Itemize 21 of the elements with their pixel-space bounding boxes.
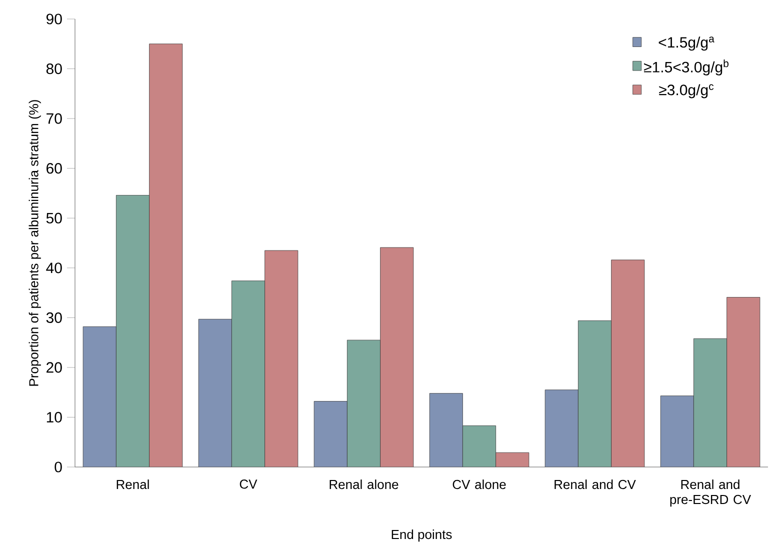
y-tick-label: 30	[46, 312, 62, 323]
y-tick-label: 40	[46, 262, 62, 274]
y-tick-label: 50	[46, 212, 62, 224]
y-tick-label: 90	[46, 14, 62, 24]
y-tick-label: 0	[54, 462, 62, 472]
x-tick-label: Renal	[116, 480, 149, 490]
x-axis-title: End points	[392, 530, 452, 542]
x-tick-label: Renal alone	[330, 480, 398, 490]
legend-label: ≥3.0g/g$^{c}$	[659, 84, 714, 98]
y-tick-label: 20	[46, 362, 62, 373]
legend-label: <1.5g/g$^{a}$	[658, 36, 714, 51]
x-tick-label: Renal and CV	[554, 480, 636, 490]
x-tick-label: Renal and pre-ESRD CV	[670, 480, 751, 507]
x-tick-label: CV alone	[452, 480, 506, 490]
y-tick-label: 70	[46, 113, 62, 124]
legend-label: ≥1.5<3.0g/g$^{b}$	[644, 59, 728, 76]
y-tick-label: 80	[46, 63, 62, 74]
y-axis-title: Proportion of patients per albuminuria stratum (%)	[28, 100, 41, 386]
y-tick-label: 10	[46, 412, 62, 423]
y-tick-label: 60	[46, 163, 62, 174]
x-tick-label: CV	[240, 480, 258, 489]
